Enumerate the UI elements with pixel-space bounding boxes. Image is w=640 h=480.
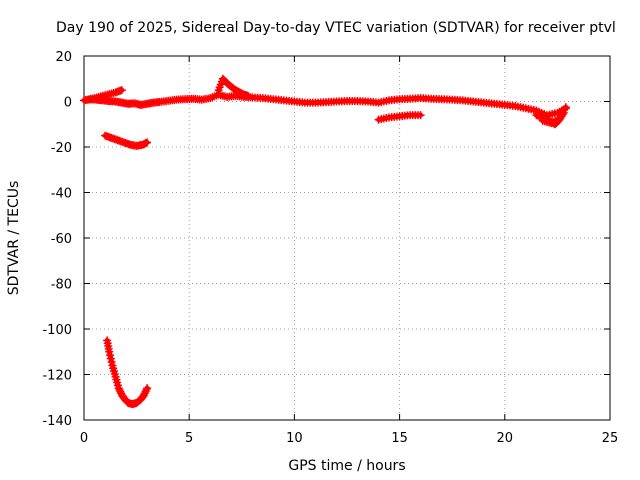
- x-tick-label: 20: [497, 431, 514, 446]
- chart-title: Day 190 of 2025, Sidereal Day-to-day VTE…: [56, 20, 616, 36]
- y-axis-label: SDTVAR / TECUs: [6, 181, 22, 296]
- y-tick-label: -60: [51, 232, 72, 247]
- data-point: [244, 91, 253, 100]
- data-points: [80, 74, 570, 409]
- x-axis-ticks: 0 5 10 15 20 25: [80, 56, 618, 446]
- x-axis-label: GPS time / hours: [288, 458, 405, 474]
- y-tick-label: 20: [55, 50, 72, 65]
- x-tick-label: 15: [391, 431, 408, 446]
- x-tick-label: 5: [185, 431, 193, 446]
- x-tick-label: 10: [286, 431, 303, 446]
- data-point: [142, 385, 151, 394]
- y-tick-label: -40: [51, 187, 72, 202]
- y-tick-label: -100: [42, 323, 72, 338]
- data-point: [416, 111, 425, 120]
- y-tick-label: -20: [51, 141, 72, 156]
- y-tick-label: -80: [51, 278, 72, 293]
- y-tick-label: -120: [42, 369, 72, 384]
- y-tick-label: 0: [64, 96, 72, 111]
- x-tick-label: 25: [602, 431, 619, 446]
- x-tick-label: 0: [80, 431, 88, 446]
- y-axis-ticks: 20 0 -20 -40 -60 -80 -100 -120 -140: [42, 50, 610, 429]
- data-point: [117, 86, 126, 95]
- y-tick-label: -140: [42, 414, 72, 429]
- data-point: [143, 384, 152, 393]
- data-point: [143, 138, 152, 147]
- data-point: [561, 103, 570, 112]
